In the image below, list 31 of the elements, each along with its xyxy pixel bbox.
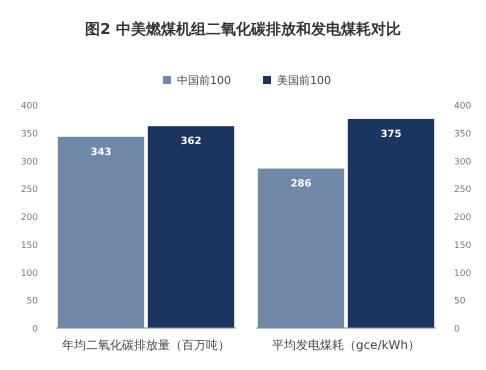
y-tick-label: 300: [20, 157, 38, 168]
y-tick-label: 350: [20, 129, 38, 140]
bar: [258, 168, 344, 328]
bar: [58, 136, 144, 328]
y-tick-label: 150: [20, 240, 38, 251]
y-tick-label: 200: [20, 213, 38, 223]
y-tick-label: 100: [20, 268, 38, 279]
y-tick-label: 400: [20, 102, 38, 112]
bar: [348, 118, 434, 328]
y2-tick-label: 50: [454, 296, 466, 307]
x-tick-label: 平均发电煤耗（gce/kWh）: [272, 338, 420, 352]
bar: [148, 126, 234, 328]
legend-label: 中国前100: [177, 74, 231, 87]
legend-label: 美国前100: [277, 74, 331, 87]
data-label: 375: [380, 128, 402, 140]
y-tick-label: 250: [20, 185, 38, 196]
y2-tick-label: 200: [454, 213, 472, 223]
y2-tick-label: 400: [454, 102, 472, 112]
y2-tick-label: 0: [454, 324, 460, 334]
data-label: 362: [180, 136, 202, 148]
y2-tick-label: 100: [454, 268, 472, 279]
y2-tick-label: 350: [454, 129, 472, 140]
y2-tick-label: 150: [454, 240, 472, 251]
y-tick-label: 0: [32, 324, 38, 334]
y-tick-label: 50: [26, 296, 38, 307]
data-label: 286: [290, 178, 312, 190]
y2-tick-label: 250: [454, 185, 472, 196]
data-label: 343: [90, 146, 112, 158]
chart-title: 图2 中美燃煤机组二氧化碳排放和发电煤耗对比: [85, 20, 401, 38]
y2-tick-label: 300: [454, 157, 472, 168]
x-tick-label: 年均二氧化碳排放量（百万吨）: [62, 338, 230, 352]
